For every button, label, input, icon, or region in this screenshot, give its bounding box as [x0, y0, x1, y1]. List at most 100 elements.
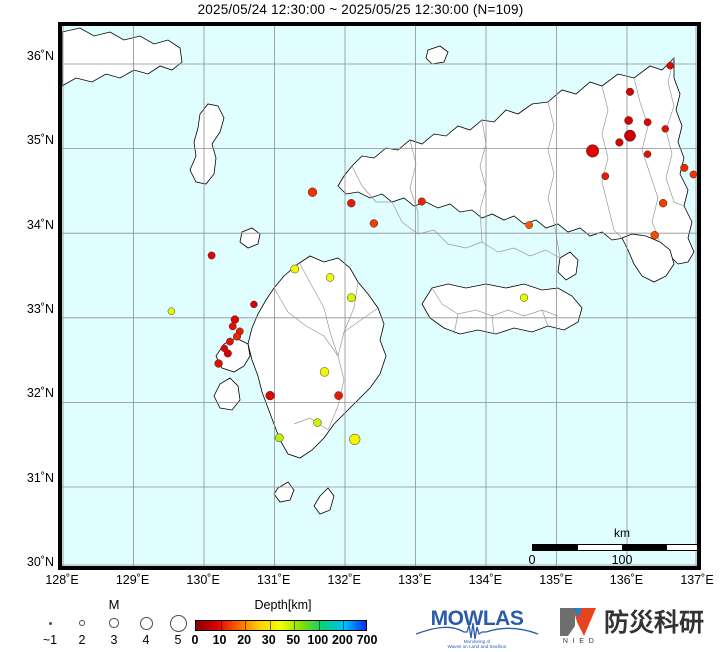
page-title: 2025/05/24 12:30:00 ~ 2025/05/25 12:30:0… [197, 2, 524, 17]
epicenter-marker[interactable] [525, 221, 533, 229]
scale-bar-segment [622, 545, 667, 550]
epicenter-marker[interactable] [325, 273, 335, 282]
magnitude-symbol-slot [37, 621, 63, 625]
lon-tick-label: 137˚E [680, 573, 714, 587]
mowlas-tagline-line2: Waves on Land and Seafloor [447, 644, 507, 649]
depth-tick-label: 20 [237, 633, 252, 647]
magnitude-symbol [109, 618, 119, 628]
kii-peninsula [621, 233, 675, 283]
lon-tick-label: 136˚E [609, 573, 644, 587]
depth-tick-label: 700 [356, 633, 378, 647]
latitude-axis: 36˚N 35˚N 34˚N 33˚N 32˚N 31˚N 30˚N [0, 22, 54, 570]
epicenter-marker[interactable] [520, 293, 529, 302]
epicenter-marker[interactable] [689, 170, 697, 179]
lon-tick-label: 128˚E [45, 573, 79, 587]
longitude-axis: 128˚E 129˚E 130˚E 131˚E 132˚E 133˚E 134˚E 135˚E… [0, 572, 721, 590]
magnitude-symbol [169, 614, 187, 632]
epicenter-marker[interactable] [346, 293, 356, 303]
epicenter-marker[interactable] [624, 129, 636, 142]
epicenter-marker[interactable] [313, 418, 322, 427]
epicenter-marker[interactable] [230, 315, 240, 324]
epicenter-marker[interactable] [601, 172, 610, 181]
epicenter-marker[interactable] [666, 61, 674, 70]
epicenter-group[interactable] [167, 61, 697, 445]
epicenter-marker[interactable] [347, 199, 356, 208]
magnitude-label: ~1 [42, 633, 58, 647]
epicenter-marker[interactable] [319, 367, 330, 377]
depth-tick-label: 0 [191, 633, 199, 647]
depth-tick-label: 200 [331, 633, 353, 647]
epicenter-marker[interactable] [615, 138, 624, 147]
lat-tick-label: 36˚N [26, 48, 54, 63]
epicenter-marker[interactable] [274, 433, 284, 443]
depth-colorbar-separator [269, 621, 271, 630]
lon-tick-label: 132˚E [327, 573, 361, 587]
magnitude-symbol [139, 616, 153, 630]
epicenter-marker[interactable] [250, 300, 258, 309]
magnitude-symbol-slot [101, 618, 127, 628]
epicenter-marker[interactable] [167, 307, 176, 315]
magnitude-symbol-slot [69, 620, 95, 626]
nied-mark-icon [560, 608, 596, 636]
epicenter-marker[interactable] [349, 433, 361, 445]
oki-islands [425, 45, 449, 65]
magnitude-symbol-slot [165, 614, 191, 632]
tsushima-island [189, 103, 225, 185]
lat-tick-label: 32˚N [26, 386, 54, 401]
map-canvas[interactable]: km 0 100 200 [62, 26, 697, 566]
mowlas-logo: MOWLAS Monitoring of Waves on Land and S… [412, 608, 542, 650]
magnitude-label: 4 [142, 633, 150, 647]
depth-colorbar-separator [220, 621, 222, 630]
nied-logo: N I E D 防災科研 [558, 606, 708, 650]
epicenter-marker[interactable] [334, 391, 343, 400]
scale-bar-unit: km [614, 526, 630, 540]
scale-bar-segment [533, 545, 578, 550]
epicenter-marker[interactable] [232, 332, 242, 341]
magnitude-legend-title: M [108, 597, 120, 612]
lat-tick-label: 31˚N [26, 470, 54, 485]
epicenter-marker[interactable] [658, 199, 668, 208]
osumi-island [313, 487, 335, 515]
scale-bar: km 0 100 200 [529, 526, 697, 566]
depth-colorbar-gradient [196, 621, 366, 630]
epicenter-marker[interactable] [625, 87, 635, 96]
scale-tick-0: 0 [528, 553, 536, 566]
magnitude-symbol-row [34, 613, 194, 633]
scale-bar-graphic [532, 544, 697, 551]
epicenter-marker[interactable] [228, 322, 237, 331]
epicenter-marker[interactable] [223, 349, 232, 358]
epicenter-marker[interactable] [680, 163, 689, 172]
depth-colorbar [195, 620, 367, 631]
depth-colorbar-separator [318, 621, 320, 630]
epicenter-marker[interactable] [369, 219, 379, 228]
epicenter-marker[interactable] [214, 359, 223, 368]
depth-colorbar-separator [245, 621, 247, 630]
kyushu-landmass [247, 255, 387, 459]
lon-tick-label: 135˚E [539, 573, 573, 587]
epicenter-marker[interactable] [586, 144, 600, 158]
scale-bar-segment [577, 545, 622, 550]
lat-tick-label: 30˚N [26, 555, 54, 569]
mowlas-waveform-icon [415, 622, 539, 640]
epicenter-marker[interactable] [265, 390, 275, 401]
depth-tick-label: 30 [261, 633, 276, 647]
epicenter-marker[interactable] [417, 197, 426, 206]
magnitude-label: 5 [174, 633, 182, 647]
epicenter-marker[interactable] [661, 125, 670, 133]
epicenter-marker[interactable] [290, 264, 300, 274]
lon-tick-label: 131˚E [256, 573, 291, 587]
depth-colorbar-separator [294, 621, 296, 630]
epicenter-marker[interactable] [207, 251, 216, 260]
honshu-landmass [337, 57, 695, 265]
epicenter-marker[interactable] [643, 150, 652, 158]
map-svg [62, 26, 697, 566]
epicenter-marker[interactable] [643, 118, 652, 127]
epicenter-marker[interactable] [624, 116, 633, 125]
lat-tick-label: 33˚N [26, 301, 54, 316]
nied-abbrev: N I E D [562, 638, 596, 645]
epicenter-marker[interactable] [226, 337, 234, 346]
magnitude-symbol-slot [133, 616, 159, 630]
epicenter-marker[interactable] [650, 231, 659, 240]
awaji-island [557, 251, 579, 281]
epicenter-marker[interactable] [307, 187, 318, 197]
